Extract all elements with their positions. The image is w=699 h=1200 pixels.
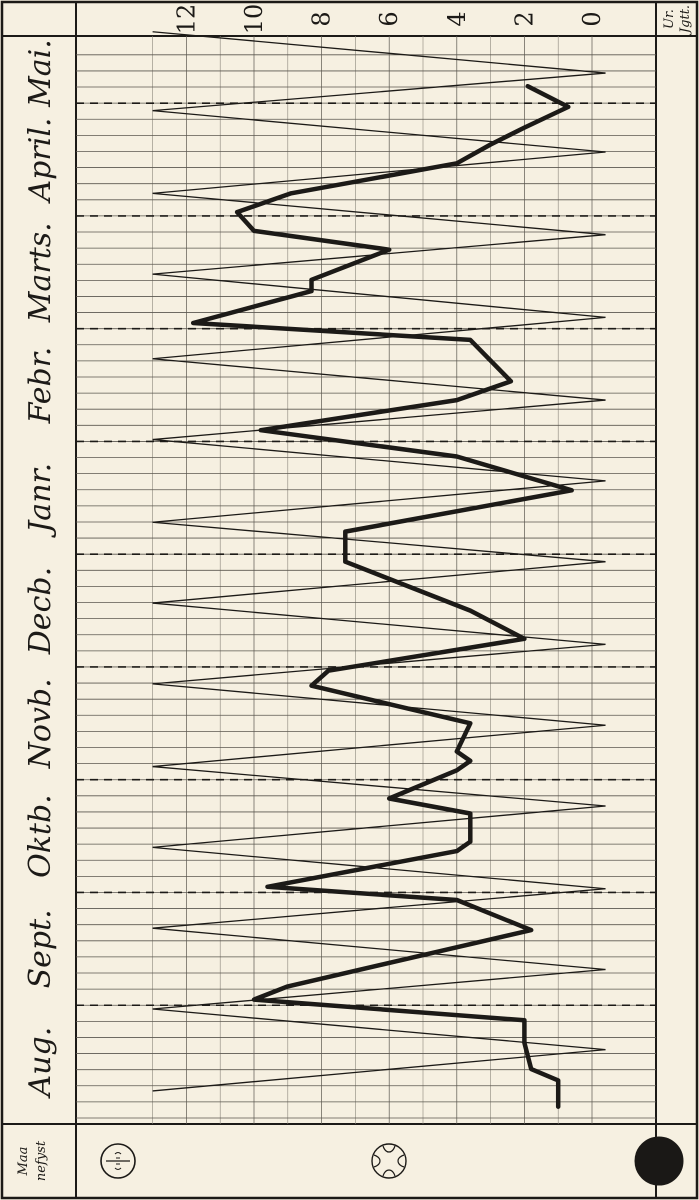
moon-cycle-segment [152, 316, 606, 360]
moon-cycle-segment [152, 151, 606, 194]
moon-column-title: Maa nefyst [16, 1140, 49, 1181]
month-label: Novb. [23, 678, 58, 769]
y-tick-label: 8 [308, 11, 336, 26]
moon-cycle-segment [152, 480, 606, 523]
moon-cycle-segment [152, 805, 606, 849]
moon-cycle-segment [152, 602, 606, 646]
moon-cycle-segment [152, 358, 606, 401]
y-tick-label: 0 [578, 11, 606, 26]
month-label: Sept. [23, 909, 58, 988]
series-line [190, 83, 574, 1109]
first-quarter-moon-icon [100, 1143, 136, 1179]
moon-cycle-segment [152, 110, 606, 153]
moon-cycle-segment [152, 683, 606, 726]
new-moon-icon [634, 1136, 684, 1186]
y-tick-label: 4 [443, 11, 471, 26]
moon-cycle-segment [152, 399, 606, 441]
month-labels: Aug. Sept. Oktb. Novb. Decb. Janr. Febr. Marts.… [23, 39, 58, 1099]
series-lines [190, 83, 574, 1109]
moon-column-title-line1: Maa [16, 1147, 31, 1177]
moon-cycle-segment [152, 968, 606, 1010]
month-label: Mai. [23, 39, 58, 108]
month-label: Oktb. [23, 794, 58, 878]
moon-phase-icons [100, 1136, 684, 1186]
y-tick-labels: 0 2 4 6 8 10 12 [172, 4, 606, 35]
month-label: Febr. [23, 347, 58, 425]
vertical-gridlines [152, 36, 593, 1124]
moon-cycle-segment [152, 521, 606, 563]
moon-cycle-segment [152, 72, 606, 112]
moon-cycle-segment [152, 724, 606, 768]
month-label: Decb. [23, 567, 58, 655]
month-label: Janr. [23, 463, 58, 539]
y-tick-label: 12 [172, 4, 200, 35]
horizontal-gridlines [76, 54, 656, 1119]
moon-cycle-segment [152, 273, 606, 319]
full-moon-icon [371, 1143, 407, 1179]
moon-cycle-segment [152, 561, 606, 604]
y-tick-label: 6 [375, 11, 403, 26]
moon-cycle-segment [152, 765, 606, 807]
moon-cycle-segment [152, 1008, 606, 1051]
month-label: Aug. [23, 1027, 58, 1100]
moon-cycle-segment [152, 192, 606, 236]
y-axis-title-line2: Jgtt. [678, 5, 693, 36]
moon-column-title-line2: nefyst [34, 1140, 49, 1181]
moon-cycle-segment [152, 888, 606, 929]
month-label: Marts. [23, 222, 58, 323]
y-tick-label: 2 [510, 11, 538, 26]
y-axis-title-line1: Ur. [662, 9, 677, 29]
y-tick-label: 10 [240, 4, 268, 35]
moon-cycle-segment [152, 927, 606, 971]
moon-cycle-segment [152, 31, 606, 74]
month-label: April. [23, 118, 58, 205]
moon-cycle-segment [152, 438, 606, 482]
y-axis-title: Ur. Jgtt. [662, 5, 693, 36]
